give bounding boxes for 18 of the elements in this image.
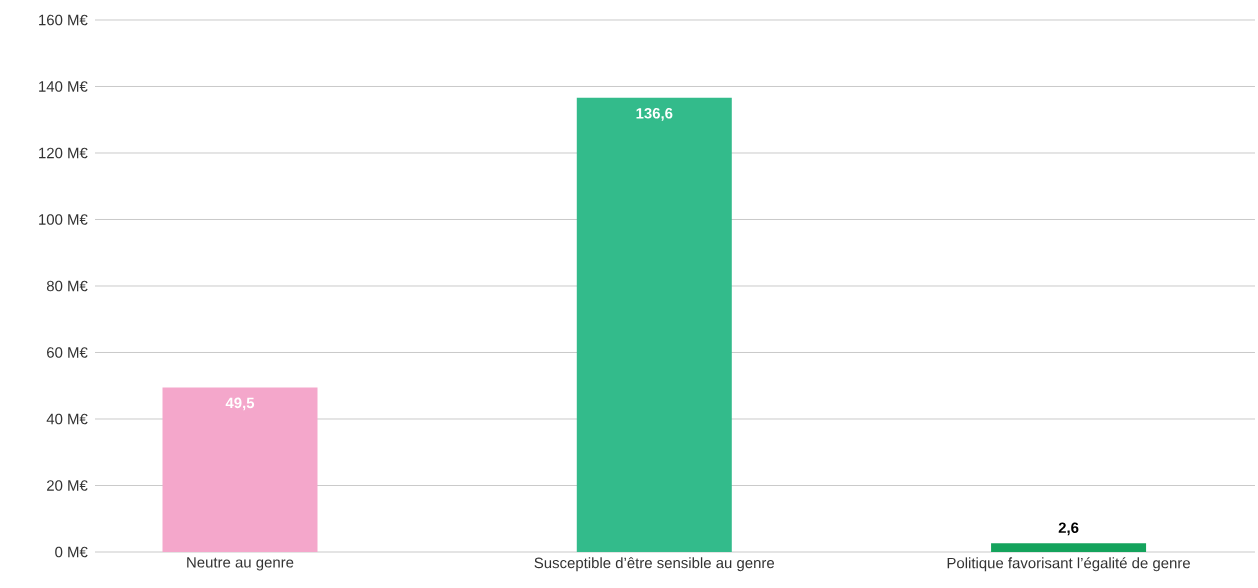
y-tick-label: 140 M€ bbox=[39, 81, 88, 92]
bar bbox=[162, 387, 318, 552]
y-tick-label: 80 M€ bbox=[46, 280, 88, 292]
y-tick-label: 120 M€ bbox=[39, 147, 88, 159]
y-tick-label: 0 M€ bbox=[55, 546, 88, 558]
y-tick-label: 20 M€ bbox=[47, 480, 88, 491]
x-tick-label: Neutre au genre bbox=[187, 557, 294, 571]
y-tick-label: 60 M€ bbox=[47, 347, 88, 358]
x-tick-label: Susceptible d’être sensible au genre bbox=[534, 557, 775, 572]
y-tick-label: 160 M€ bbox=[39, 14, 88, 26]
x-tick-label: Politique favorisant l’égalité de genre bbox=[947, 557, 1190, 572]
y-tick-label: 40 M€ bbox=[46, 413, 88, 425]
bar bbox=[991, 543, 1147, 552]
data-label: 2,6 bbox=[1058, 522, 1079, 536]
data-label: 136,6 bbox=[636, 108, 673, 121]
data-label: 49,5 bbox=[225, 397, 255, 411]
y-tick-label: 100 M€ bbox=[39, 214, 88, 225]
bar bbox=[576, 97, 732, 552]
